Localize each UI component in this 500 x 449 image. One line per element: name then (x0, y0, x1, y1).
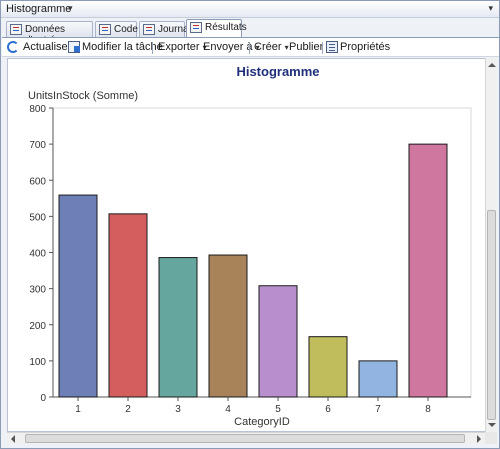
x-axis-label: CategoryID (234, 416, 290, 428)
scroll-right-icon[interactable] (477, 435, 481, 443)
bar (258, 285, 298, 398)
scroll-left-icon[interactable] (11, 435, 15, 443)
x-tick-label: 6 (325, 404, 331, 415)
refresh-button[interactable]: Actualiser (23, 41, 72, 53)
edit-task-icon[interactable] (68, 41, 80, 53)
x-tick-label: 4 (225, 404, 231, 415)
vertical-scroll-thumb[interactable] (487, 210, 496, 420)
chevron-down-icon: ▾ (284, 43, 289, 52)
tab-label: Journal (158, 24, 191, 35)
y-tick-label: 500 (29, 212, 46, 223)
y-tick-label: 100 (29, 357, 46, 368)
refresh-icon[interactable] (7, 41, 19, 53)
tab-strip: Données d'entrée Code Journal Résultats (3, 19, 497, 46)
y-tick-label: 800 (29, 104, 46, 115)
bar (408, 143, 448, 398)
histogram-chart: Histogramme UnitsInStock (Somme) 0 100 200 30… (28, 64, 472, 428)
edit-task-button[interactable]: Modifier la tâche (82, 41, 163, 53)
y-tick-label: 0 (40, 393, 46, 404)
bar (358, 360, 398, 398)
input-data-icon (10, 24, 22, 35)
bar (58, 194, 98, 398)
y-tick-label: 400 (29, 249, 46, 260)
x-tick-label: 1 (75, 404, 81, 415)
y-tick-label: 600 (29, 176, 46, 187)
publish-button[interactable]: Publier (289, 41, 324, 53)
horizontal-scroll-thumb[interactable] (25, 434, 465, 443)
y-axis-label: UnitsInStock (Somme) (28, 90, 138, 102)
chevron-down-icon: ▾ (202, 43, 207, 52)
scroll-down-icon[interactable] (488, 423, 496, 427)
tab-code[interactable]: Code (95, 21, 138, 37)
toolbar-separator (152, 42, 153, 54)
vertical-scrollbar[interactable] (485, 58, 497, 432)
create-button[interactable]: Créer ▾ (254, 41, 289, 53)
code-icon (99, 24, 111, 35)
toolbar: Actualiser Modifier la tâche Exporter ▾ … (2, 37, 499, 57)
tab-label: Résultats (205, 22, 247, 33)
y-tick-label: 300 (29, 285, 46, 296)
tab-log[interactable]: Journal (139, 21, 191, 37)
y-tick-label: 700 (29, 140, 46, 151)
export-label: Exporter (158, 41, 200, 53)
tab-label: Code (114, 24, 138, 35)
toolbar-separator (322, 42, 323, 54)
chevron-down-icon: ▾ (255, 43, 260, 52)
y-tick-label: 200 (29, 321, 46, 332)
x-tick-label: 7 (375, 404, 381, 415)
bar (308, 336, 348, 398)
bar (158, 257, 198, 398)
x-tick-label: 2 (125, 404, 131, 415)
horizontal-scrollbar[interactable] (7, 432, 485, 444)
send-to-button[interactable]: Envoyer à ▾ (203, 41, 260, 53)
scrollbar-corner (485, 432, 497, 444)
window-menu-icon[interactable]: ▾ (488, 3, 493, 13)
x-tick-label: 8 (425, 404, 431, 415)
tab-results[interactable]: Résultats (186, 19, 247, 37)
log-icon (143, 24, 155, 35)
chart-title: Histogramme (236, 64, 319, 79)
x-tick-label: 5 (275, 404, 281, 415)
properties-icon[interactable] (326, 41, 338, 53)
properties-button[interactable]: Propriétés (340, 41, 391, 53)
toolbar-separator (249, 42, 250, 54)
tab-input-data[interactable]: Données d'entrée (6, 21, 93, 46)
bar (208, 254, 248, 398)
title-bar[interactable]: Histogramme ▾ ▾ (1, 1, 499, 18)
bar (108, 213, 148, 398)
send-to-label: Envoyer à (203, 41, 253, 53)
export-button[interactable]: Exporter ▾ (158, 41, 207, 53)
window-title[interactable]: Histogramme (6, 3, 72, 15)
x-tick-label: 3 (175, 404, 181, 415)
results-icon (190, 22, 202, 33)
title-dropdown-icon[interactable]: ▾ (68, 3, 73, 13)
scroll-up-icon[interactable] (488, 63, 496, 67)
create-label: Créer (254, 41, 282, 53)
